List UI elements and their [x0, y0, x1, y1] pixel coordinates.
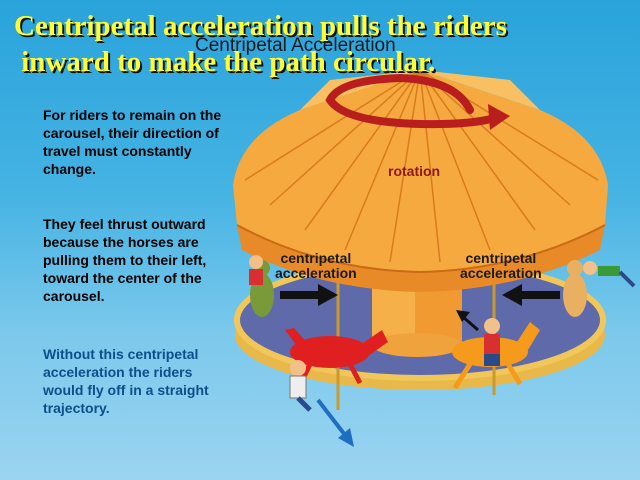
- centripetal-arrow-left: [280, 284, 338, 306]
- rotation-label: rotation: [388, 163, 441, 179]
- rider-back-right: [484, 318, 500, 366]
- centripetal-label-right: centripetal acceleration: [460, 250, 542, 281]
- velocity-arrow-front: [316, 398, 354, 447]
- rider-falling-front: [289, 360, 312, 412]
- centripetal-label-left: centripetal acceleration: [275, 250, 357, 281]
- velocity-arrow-back: [456, 310, 479, 332]
- horse-side-right-tan: [563, 260, 587, 317]
- horse-front-left-red: [285, 328, 388, 387]
- paragraph-direction: For riders to remain on the carousel, th…: [43, 107, 222, 177]
- diagram-title: Centripetal Acceleration: [195, 35, 396, 56]
- centripetal-arrow-right: [502, 284, 560, 306]
- paragraph-without: Without this centripetal acceleration th…: [43, 346, 209, 416]
- center-column-base: [372, 333, 462, 357]
- overlay-title: Centripetal acceleration pulls the rider…: [14, 10, 507, 78]
- rider-edge-left: [249, 255, 263, 285]
- rider-edge-right: [583, 261, 636, 288]
- rotation-arrow: [325, 73, 510, 130]
- paragraph-thrust: They feel thrust outward because the hor…: [43, 216, 207, 304]
